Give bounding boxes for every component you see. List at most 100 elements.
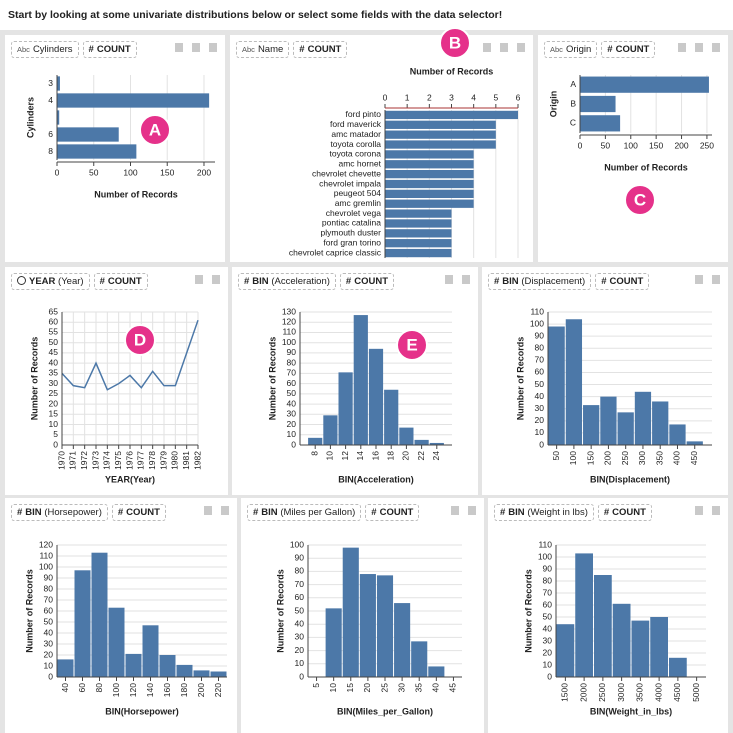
y-tick-label: 35 — [49, 368, 59, 378]
badge — [439, 27, 471, 59]
x-tick-label: 3500 — [635, 683, 645, 702]
bar — [368, 348, 384, 445]
x-tick-label: 22 — [416, 451, 426, 461]
measure-type: # — [607, 44, 613, 55]
instruction: Start by looking at some univariate dist… — [0, 0, 733, 30]
x-tick-label: 3 — [449, 92, 454, 102]
measure-type: # — [371, 507, 377, 518]
field-pill: Abc Cylinders — [11, 41, 79, 58]
icon — [712, 43, 720, 52]
y-tick-label: 0 — [291, 439, 296, 449]
measure-name: COUNT — [96, 44, 131, 55]
y-tick-label: plymouth duster — [321, 228, 382, 238]
icon — [209, 43, 217, 52]
icon — [712, 506, 720, 515]
field-pill: # BIN (Displacement) — [488, 273, 592, 290]
bar — [594, 575, 612, 677]
badge-label: C — [634, 190, 646, 209]
x-axis-title: YEAR(Year) — [105, 474, 155, 484]
y-tick-label: amc hornet — [338, 159, 381, 169]
measure-name: COUNT — [612, 507, 646, 518]
x-tick-label: 20 — [362, 683, 372, 693]
x-tick-label: 4000 — [653, 683, 663, 702]
bar — [385, 219, 452, 228]
panel-icons — [204, 506, 229, 515]
icon — [500, 43, 508, 52]
y-tick-label: 50 — [287, 388, 297, 398]
field-type: Abc — [550, 45, 563, 54]
badge-label: D — [134, 330, 146, 349]
x-tick-label: 3000 — [616, 683, 626, 702]
field-fn: YEAR — [29, 276, 56, 287]
y-tick-label: 70 — [44, 594, 54, 604]
count-pill: # COUNT — [111, 504, 166, 521]
measure-type: # — [117, 507, 124, 518]
x-axis-title: BIN(Acceleration) — [338, 474, 414, 484]
y-tick-label: 80 — [543, 575, 553, 585]
x-tick-label: 120 — [128, 683, 138, 697]
y-tick-label: 20 — [49, 398, 59, 408]
bar — [565, 319, 583, 445]
panel-icons — [695, 506, 720, 515]
bar — [394, 603, 411, 677]
x-axis-title: Number of Records — [604, 162, 688, 172]
y-tick-label: peugeot 504 — [334, 188, 382, 198]
field-pill: Abc Name — [236, 41, 290, 58]
bar — [669, 657, 687, 677]
bar — [686, 441, 703, 445]
x-tick-label: 140 — [145, 683, 155, 697]
field-type: Abc — [17, 45, 30, 54]
x-tick-label: 1974 — [102, 451, 112, 470]
y-tick-label: 20 — [295, 645, 305, 655]
bar — [556, 624, 575, 677]
field-pill: # BIN (Acceleration) — [238, 273, 336, 290]
icon — [678, 43, 686, 52]
bar — [57, 144, 137, 159]
x-tick-label: 20 — [401, 451, 411, 461]
y-tick-label: 30 — [44, 638, 54, 648]
x-tick-label: 5000 — [691, 683, 701, 702]
bar — [359, 574, 376, 677]
y-tick-label: 90 — [543, 563, 553, 573]
bar — [193, 670, 210, 677]
y-tick-label: 80 — [295, 566, 305, 576]
y-tick-label: 5 — [53, 429, 58, 439]
measure-name: COUNT — [354, 276, 388, 287]
y-tick-label: 10 — [295, 658, 305, 668]
icon — [695, 506, 703, 515]
y-tick-label: 40 — [44, 627, 54, 637]
icon — [468, 506, 476, 515]
y-tick-label: 120 — [39, 539, 53, 549]
x-tick-label: 220 — [213, 683, 223, 697]
y-tick-label: 40 — [295, 618, 305, 628]
x-tick-label: 0 — [383, 92, 388, 102]
x-axis-title: Number of Records — [410, 66, 494, 76]
x-tick-label: 100 — [111, 683, 121, 697]
y-tick-label: 70 — [535, 355, 545, 365]
icon — [517, 43, 525, 52]
x-tick-label: 1977 — [136, 451, 146, 470]
x-tick-label: 12 — [340, 451, 350, 461]
y-tick-label: 70 — [295, 579, 305, 589]
x-tick-label: 1500 — [560, 683, 570, 702]
x-tick-label: 350 — [654, 451, 664, 465]
bar — [634, 391, 652, 445]
x-tick-label: 15 — [345, 683, 355, 693]
panel-icons — [445, 275, 470, 284]
x-tick-label: 6 — [516, 92, 521, 102]
bar — [385, 209, 452, 218]
y-tick-label: 3 — [48, 78, 53, 88]
field-type: # — [244, 276, 250, 287]
x-tick-label: 1980 — [170, 451, 180, 470]
y-tick-label: 100 — [538, 551, 552, 561]
count-pill: # COUNT — [93, 273, 148, 290]
measure-type: # — [88, 44, 94, 55]
y-tick-label: 20 — [535, 415, 545, 425]
y-tick-label: 60 — [543, 599, 553, 609]
x-tick-label: 40 — [60, 683, 70, 693]
y-tick-label: 90 — [44, 572, 54, 582]
icon — [483, 43, 491, 52]
badge — [139, 114, 171, 146]
